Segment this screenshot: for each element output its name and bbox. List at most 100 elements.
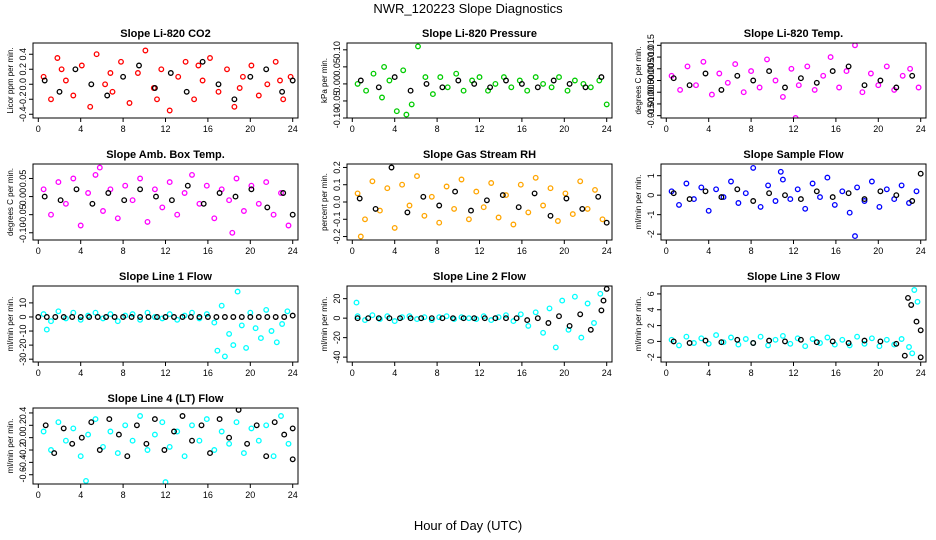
x-tick-label: 16 <box>517 124 527 134</box>
x-tick-label: 20 <box>245 246 255 256</box>
data-point <box>698 335 705 342</box>
data-point <box>397 315 403 322</box>
data-point <box>86 314 93 320</box>
data-point <box>35 314 42 320</box>
data-point <box>584 300 591 307</box>
panel-title: Slope Gas Stream RH <box>423 149 536 161</box>
data-point <box>114 318 121 325</box>
x-tick-label: 8 <box>121 490 126 500</box>
data-point <box>92 416 99 423</box>
x-tick-label: 0 <box>36 246 41 256</box>
data-point <box>465 315 472 322</box>
data-point <box>191 96 198 103</box>
data-point <box>787 340 794 347</box>
data-point <box>782 338 788 345</box>
data-point <box>393 108 400 115</box>
data-point <box>420 193 427 200</box>
data-point <box>230 314 237 320</box>
data-point <box>161 447 168 453</box>
x-tick-label: 8 <box>435 368 440 378</box>
data-point <box>508 84 515 91</box>
data-point <box>824 174 831 181</box>
data-point <box>439 84 446 91</box>
x-tick-label: 8 <box>749 246 754 256</box>
data-point <box>898 336 905 342</box>
data-point <box>546 305 553 312</box>
data-point <box>868 178 875 185</box>
data-point <box>600 297 607 304</box>
x-tick-label: 4 <box>78 246 83 256</box>
y-axis-title: ml/min per min. <box>6 297 15 352</box>
data-point <box>766 337 773 344</box>
x-tick-label: 12 <box>788 246 798 256</box>
data-point <box>724 79 731 86</box>
plot-frame <box>346 163 613 241</box>
x-tick-label: 24 <box>602 246 612 256</box>
data-point <box>603 219 610 226</box>
data-point <box>183 88 190 95</box>
data-point <box>861 337 868 344</box>
y-tick-label: -2 <box>646 230 656 238</box>
data-point <box>248 425 255 432</box>
data-point <box>534 84 541 91</box>
x-tick-label: 20 <box>245 490 255 500</box>
data-point <box>515 204 522 211</box>
y-tick-label: -0.015 <box>646 103 656 129</box>
data-point <box>107 428 114 435</box>
data-point <box>41 193 48 200</box>
data-point <box>92 309 99 316</box>
y-tick-label: -0.4 <box>18 455 28 471</box>
x-tick-label: 8 <box>435 246 440 256</box>
data-point <box>802 205 809 212</box>
data-point <box>876 343 883 350</box>
data-point <box>48 318 54 325</box>
x-tick-label: 20 <box>873 246 883 256</box>
data-point <box>52 314 59 320</box>
data-point <box>917 327 924 334</box>
chart-panel: Slope Sample Flow 0 4 8 12 16 20 24 -2 -1 0 1ml/min… <box>634 149 927 256</box>
data-point <box>765 182 772 189</box>
data-point <box>54 55 61 61</box>
data-point <box>779 176 786 183</box>
data-point <box>94 314 101 320</box>
data-point <box>735 200 742 206</box>
y-tick-label: -0.010 <box>646 91 656 117</box>
y-tick-label: -0.2 <box>332 229 342 245</box>
data-point <box>83 477 89 484</box>
data-point <box>238 314 245 320</box>
data-point <box>144 218 151 225</box>
data-point <box>460 87 467 94</box>
panel-title: Slope Line 3 Flow <box>747 271 840 283</box>
data-point <box>120 314 127 320</box>
data-points <box>40 47 296 114</box>
data-point <box>379 94 385 101</box>
x-tick-label: 24 <box>602 368 612 378</box>
data-point <box>718 194 725 201</box>
data-point <box>158 66 165 73</box>
data-point <box>450 315 456 322</box>
x-tick-label: 0 <box>36 124 41 134</box>
x-tick-label: 4 <box>78 490 83 500</box>
x-tick-label: 12 <box>160 246 170 256</box>
data-point <box>40 186 47 193</box>
data-point <box>184 182 191 189</box>
x-tick-label: 16 <box>831 368 841 378</box>
data-points <box>40 408 296 484</box>
y-axis-title: degrees C per min. <box>634 46 643 114</box>
data-point <box>179 314 186 320</box>
data-point <box>518 80 525 87</box>
x-tick-label: 0 <box>664 124 669 134</box>
data-point <box>676 201 682 208</box>
data-point <box>114 450 121 457</box>
data-point <box>264 314 271 320</box>
data-point <box>264 81 271 88</box>
data-point <box>231 103 238 110</box>
panel-title: Slope Line 1 Flow <box>119 271 212 283</box>
data-point <box>603 101 610 108</box>
data-point <box>263 306 270 313</box>
data-point <box>907 65 914 72</box>
data-point <box>503 315 509 322</box>
data-point <box>264 204 271 211</box>
